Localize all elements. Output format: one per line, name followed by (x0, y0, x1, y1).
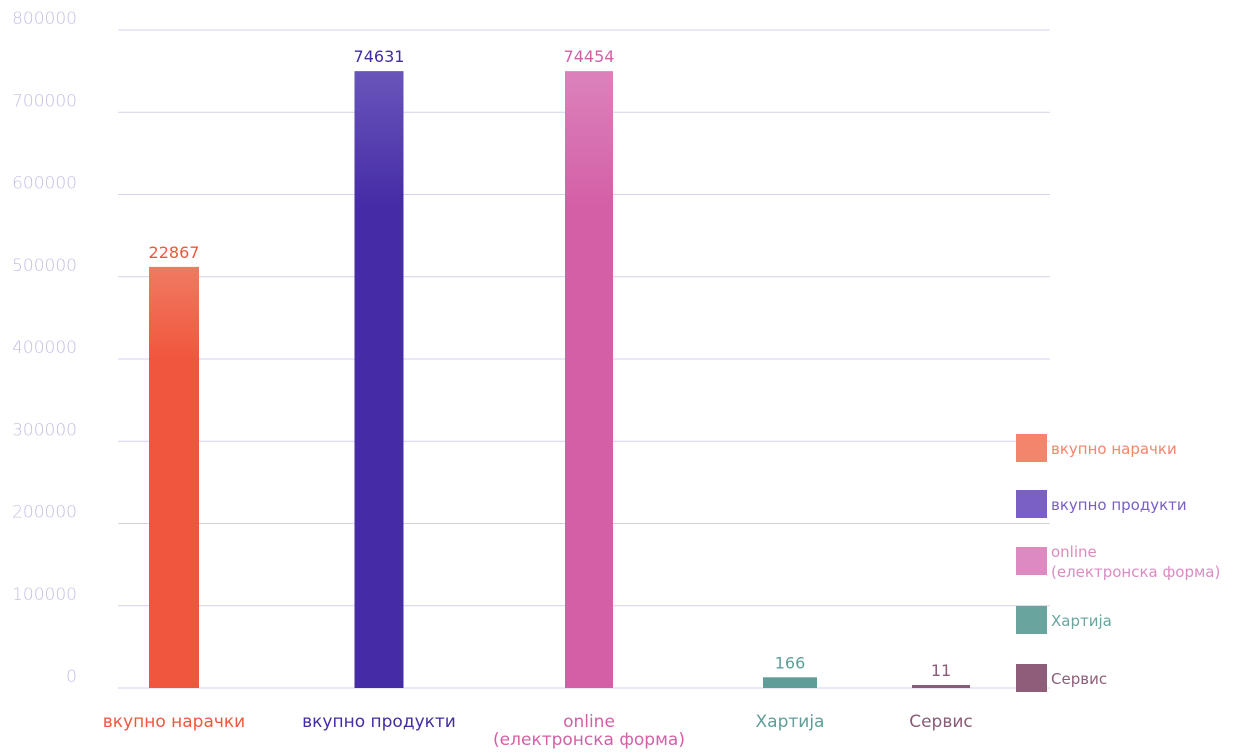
bar (354, 71, 404, 688)
bar-value-label: 166 (775, 653, 806, 672)
bar (565, 71, 613, 688)
y-tick-label: 300000 (12, 420, 77, 440)
y-tick-label: 0 (66, 667, 77, 687)
y-axis-ticks: 0 100000 200000 300000 400000 500000 600000 700… (12, 9, 77, 687)
x-category-label: Хартија (756, 712, 825, 732)
x-category-label: вкупно нарачки (103, 712, 245, 732)
bar (912, 685, 970, 688)
legend-swatch (1016, 664, 1047, 692)
x-category-label: вкупно продукти (302, 712, 456, 732)
legend-item: вкупно продукти (1016, 490, 1187, 518)
y-tick-label: 800000 (12, 9, 77, 29)
x-axis-labels: вкупно нарачки вкупно продукти online(елек… (103, 712, 973, 750)
legend-label: online (1051, 543, 1097, 561)
legend-label: Сервис (1051, 670, 1107, 688)
legend-item: Хартија (1016, 606, 1112, 634)
legend-swatch (1016, 434, 1047, 462)
bar (763, 677, 817, 688)
value-labels: 22867 74631 74454 166 11 (149, 47, 952, 680)
x-category-label: Сервис (909, 712, 973, 732)
legend-label: Хартија (1051, 612, 1112, 630)
y-tick-label: 700000 (12, 91, 77, 111)
legend-swatch (1016, 547, 1047, 575)
bars (149, 71, 970, 688)
legend-item: online (електронска форма) (1016, 543, 1220, 581)
legend-item: Сервис (1016, 664, 1107, 692)
y-tick-label: 400000 (12, 338, 77, 358)
legend-label: вкупно продукти (1051, 496, 1187, 514)
bar-value-label: 74631 (354, 47, 405, 66)
x-category-label: (електронска форма) (493, 730, 685, 750)
legend: вкупно нарачки вкупно продукти online (елек… (1016, 434, 1220, 692)
legend-label: (електронска форма) (1051, 563, 1220, 581)
bar (149, 266, 199, 688)
y-tick-label: 600000 (12, 174, 77, 194)
y-tick-label: 100000 (12, 585, 77, 605)
y-tick-label: 200000 (12, 503, 77, 523)
y-tick-label: 500000 (12, 256, 77, 276)
bar-value-label: 74454 (564, 47, 615, 66)
legend-label: вкупно нарачки (1051, 440, 1177, 458)
bar-value-label: 22867 (149, 243, 200, 262)
legend-swatch (1016, 490, 1047, 518)
bar-value-label: 11 (931, 661, 951, 680)
legend-swatch (1016, 606, 1047, 634)
legend-item: вкупно нарачки (1016, 434, 1177, 462)
x-category-label: online (563, 712, 615, 732)
